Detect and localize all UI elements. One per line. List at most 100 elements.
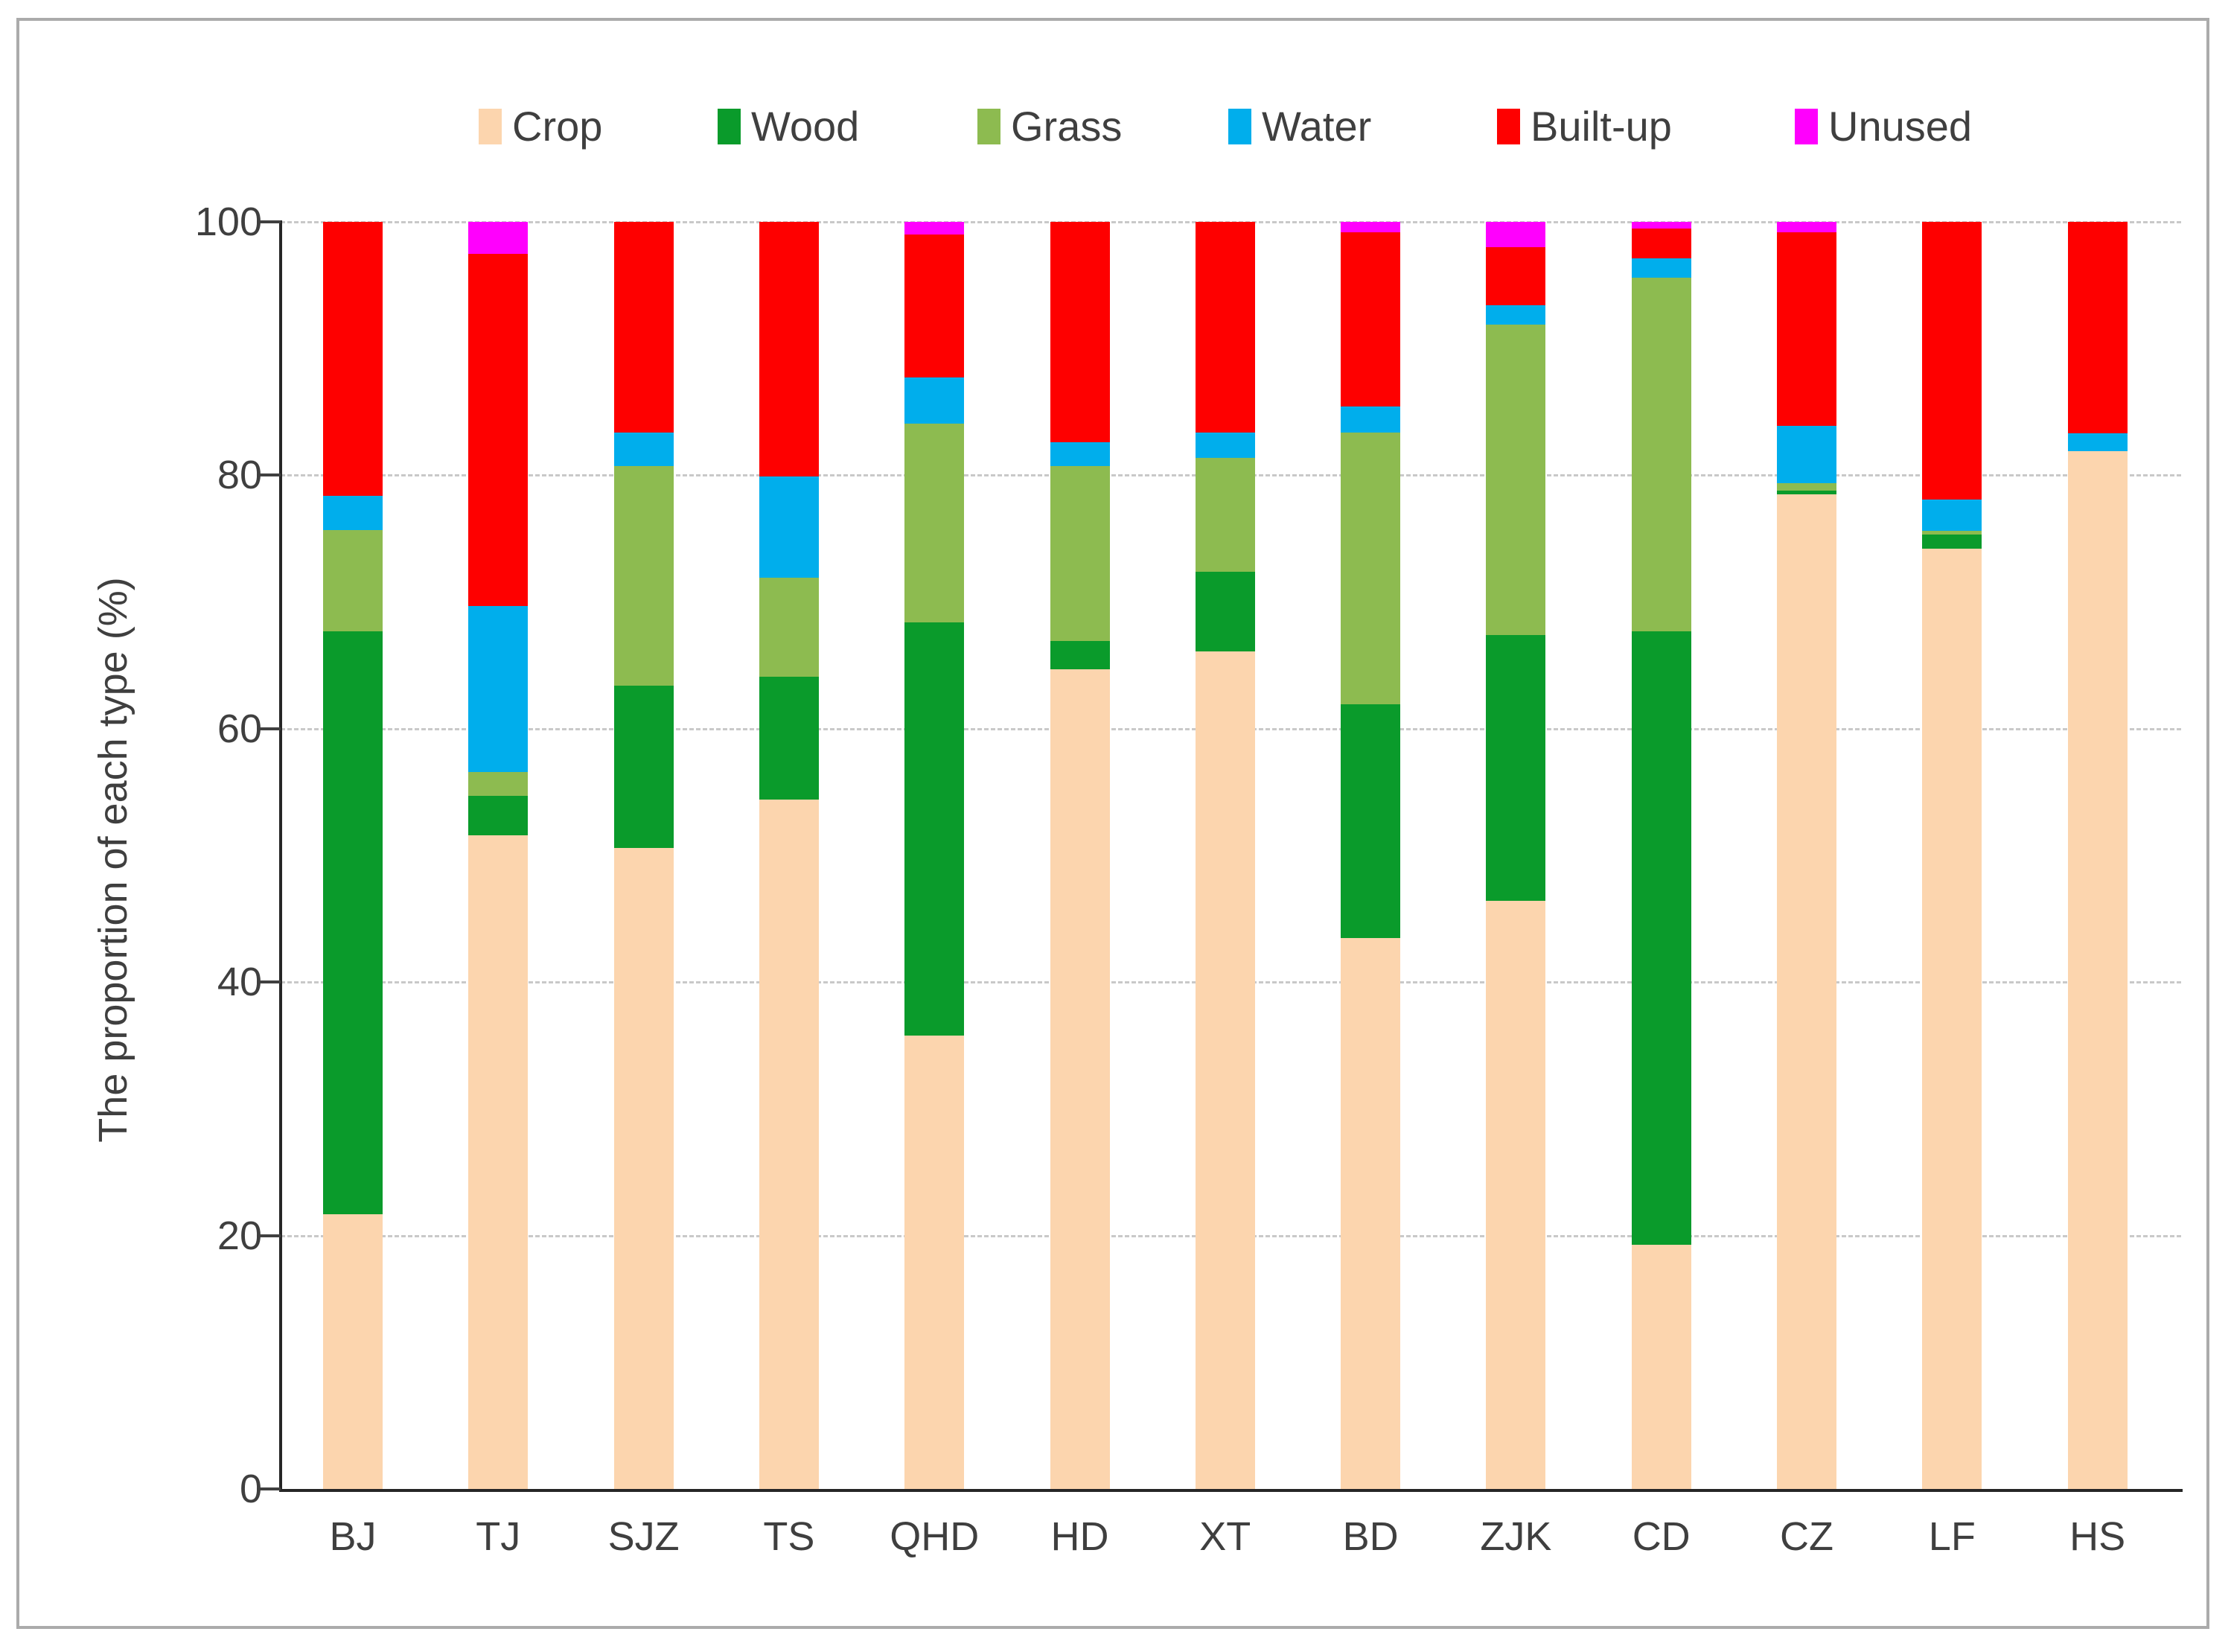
bar-segment-cd-wood: [1631, 631, 1691, 1245]
bar-segment-qhd-crop: [904, 1035, 965, 1489]
legend-item-built-up: Built-up: [1497, 104, 1672, 149]
y-axis-line: [279, 220, 282, 1492]
bar-segment-zjk-water: [1486, 305, 1546, 325]
bar-segment-lf-crop: [1922, 549, 1982, 1489]
chart-frame-border: [16, 18, 2209, 1629]
bar-segment-xt-wood: [1195, 571, 1255, 651]
bar-segment-hs-crop: [2067, 451, 2128, 1489]
bar-segment-cd-water: [1631, 258, 1691, 278]
x-category-label-tj: TJ: [476, 1514, 521, 1559]
bar-segment-cz-grass: [1777, 482, 1836, 491]
bar-segment-hd-crop: [1050, 669, 1110, 1489]
legend-label-wood: Wood: [751, 103, 860, 150]
bar-segment-qhd-built-up: [904, 235, 965, 378]
bar-segment-xt-water: [1195, 432, 1255, 458]
bar-segment-qhd-unused: [904, 222, 965, 235]
y-tick-mark-80: [257, 473, 281, 477]
y-tick-mark-60: [257, 727, 281, 730]
bar-segment-cz-wood: [1777, 490, 1836, 494]
bar-segment-sjz-grass: [613, 466, 674, 686]
y-tick-label-40: 40: [217, 960, 262, 1005]
bar-segment-hd-water: [1050, 442, 1110, 467]
bar-segment-cz-built-up: [1777, 232, 1836, 426]
legend-swatch-wood: [718, 109, 741, 144]
bar-segment-lf-water: [1922, 499, 1982, 532]
bar-segment-hd-grass: [1050, 466, 1110, 642]
x-category-label-bj: BJ: [329, 1514, 377, 1559]
bar-segment-qhd-water: [904, 377, 965, 424]
legend-swatch-crop: [479, 109, 502, 144]
bar-segment-bj-water: [323, 495, 383, 530]
bar-segment-cd-unused: [1631, 222, 1691, 229]
bar-segment-bj-crop: [323, 1214, 383, 1489]
bar-segment-xt-grass: [1195, 457, 1255, 572]
x-category-label-hs: HS: [2069, 1514, 2126, 1559]
bar-segment-ts-wood: [759, 677, 819, 800]
bar-segment-bj-grass: [323, 529, 383, 631]
legend-item-water: Water: [1228, 104, 1371, 149]
x-category-label-sjz: SJZ: [607, 1514, 680, 1559]
bar-segment-tj-crop: [468, 835, 529, 1489]
bar-segment-bj-wood: [323, 631, 383, 1214]
x-category-label-bd: BD: [1342, 1514, 1399, 1559]
x-category-label-cz: CZ: [1780, 1514, 1833, 1559]
bar-segment-qhd-grass: [904, 423, 965, 622]
bar-segment-cd-crop: [1631, 1244, 1691, 1489]
bar-segment-tj-wood: [468, 796, 529, 835]
x-category-label-ts: TS: [763, 1514, 815, 1559]
bar-segment-bd-grass: [1341, 432, 1401, 705]
bar-segment-qhd-wood: [904, 622, 965, 1036]
legend-swatch-grass: [977, 109, 1000, 144]
bar-segment-xt-crop: [1195, 651, 1255, 1489]
legend-item-wood: Wood: [718, 104, 859, 149]
bar-segment-tj-unused: [468, 222, 529, 254]
bar-segment-sjz-water: [613, 432, 674, 467]
y-tick-mark-100: [257, 220, 281, 223]
x-category-label-qhd: QHD: [890, 1514, 980, 1559]
y-tick-label-20: 20: [217, 1213, 262, 1258]
y-tick-mark-40: [257, 980, 281, 984]
bar-segment-bd-water: [1341, 406, 1401, 433]
bar-segment-tj-grass: [468, 771, 529, 796]
bar-segment-ts-water: [759, 476, 819, 578]
legend-label-grass: Grass: [1011, 103, 1123, 150]
bar-segment-bd-unused: [1341, 222, 1401, 232]
bar-segment-ts-grass: [759, 578, 819, 677]
bar-segment-lf-built-up: [1922, 222, 1982, 500]
bar-segment-ts-crop: [759, 800, 819, 1489]
bar-segment-hs-water: [2067, 433, 2128, 452]
y-tick-mark-0: [257, 1487, 281, 1490]
bar-segment-sjz-wood: [613, 685, 674, 848]
bar-segment-cz-water: [1777, 426, 1836, 483]
bar-segment-zjk-built-up: [1486, 247, 1546, 306]
x-axis-line: [279, 1489, 2183, 1492]
x-category-label-xt: XT: [1199, 1514, 1251, 1559]
legend-label-crop: Crop: [512, 103, 603, 150]
bar-segment-tj-built-up: [468, 253, 529, 606]
bar-segment-ts-built-up: [759, 222, 819, 477]
legend-swatch-unused: [1795, 109, 1818, 144]
y-tick-mark-20: [257, 1234, 281, 1237]
bar-segment-cd-grass: [1631, 277, 1691, 631]
bar-segment-cz-crop: [1777, 494, 1836, 1489]
bar-segment-zjk-grass: [1486, 324, 1546, 635]
y-axis-title: The proportion of each type (%): [91, 577, 135, 1143]
bar-segment-bd-crop: [1341, 937, 1401, 1489]
bar-segment-sjz-crop: [613, 847, 674, 1489]
bar-segment-xt-built-up: [1195, 222, 1255, 433]
legend-label-built-up: Built-up: [1531, 103, 1672, 150]
y-tick-label-0: 0: [239, 1467, 262, 1511]
bar-segment-hd-wood: [1050, 641, 1110, 669]
x-category-label-lf: LF: [1928, 1514, 1976, 1559]
legend-swatch-built-up: [1497, 109, 1520, 144]
y-tick-label-60: 60: [217, 706, 262, 751]
x-category-label-hd: HD: [1050, 1514, 1109, 1559]
bar-segment-lf-wood: [1922, 535, 1982, 549]
bar-segment-bd-built-up: [1341, 232, 1401, 407]
bar-segment-lf-grass: [1922, 531, 1982, 535]
x-category-label-cd: CD: [1632, 1514, 1691, 1559]
legend-item-unused: Unused: [1795, 104, 1972, 149]
x-category-label-zjk: ZJK: [1480, 1514, 1552, 1559]
legend-swatch-water: [1228, 109, 1251, 144]
